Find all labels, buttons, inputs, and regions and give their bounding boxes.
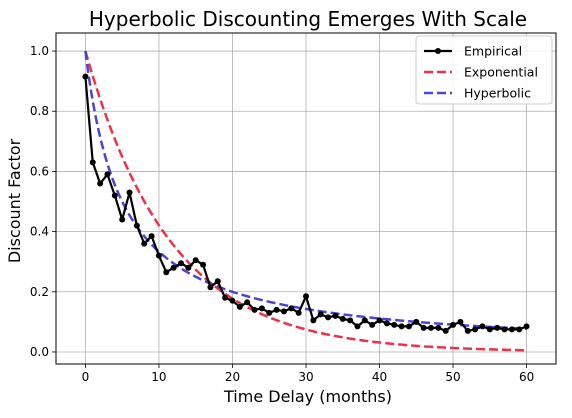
x-tick-label: 20 [225, 370, 240, 384]
empirical-point [192, 257, 199, 264]
legend-label: Exponential [464, 65, 538, 80]
y-tick-label: 0.6 [30, 164, 49, 178]
y-tick-label: 0.8 [30, 104, 49, 118]
empirical-point [295, 309, 302, 316]
empirical-point [486, 326, 493, 333]
empirical-point [111, 192, 118, 199]
empirical-point [82, 73, 89, 80]
x-tick-label: 30 [298, 370, 313, 384]
empirical-point [361, 317, 368, 324]
empirical-point [464, 327, 471, 334]
legend-label: Empirical [464, 44, 522, 59]
legend-item-empirical: Empirical [424, 44, 522, 59]
legend-marker [435, 48, 441, 54]
empirical-point [523, 323, 530, 330]
empirical-point [450, 321, 457, 328]
empirical-point [273, 306, 280, 313]
x-tick-label: 60 [519, 370, 534, 384]
empirical-point [266, 309, 273, 316]
empirical-point [501, 326, 508, 333]
x-axis-label: Time Delay (months) [223, 387, 392, 406]
empirical-point [222, 294, 229, 301]
empirical-point [325, 314, 332, 321]
chart-title: Hyperbolic Discounting Emerges With Scal… [89, 7, 527, 31]
empirical-point [354, 323, 361, 330]
empirical-point [369, 321, 376, 328]
empirical-point [155, 252, 162, 259]
empirical-point [141, 240, 148, 247]
empirical-point [178, 260, 184, 267]
empirical-point [236, 303, 243, 310]
x-tick-label: 40 [372, 370, 387, 384]
tick-layer: 0 10 20 30 40 50 60 0.0 0.2 0.4 0.6 0.8 1.0 [30, 44, 534, 384]
empirical-point [185, 264, 192, 271]
empirical-point [89, 159, 96, 166]
empirical-point [214, 278, 221, 285]
legend-label: Hyperbolic [464, 86, 531, 101]
empirical-point [494, 324, 501, 331]
empirical-point [339, 315, 346, 322]
x-tick-label: 0 [82, 370, 90, 384]
empirical-point [435, 324, 442, 331]
legend: Empirical Exponential Hyperbolic [415, 35, 553, 105]
series-line-exponential [84, 50, 527, 352]
empirical-point [391, 321, 398, 328]
empirical-point [200, 261, 207, 268]
empirical-point [317, 311, 324, 318]
empirical-point [163, 269, 170, 276]
empirical-point [508, 326, 515, 333]
y-axis-label: Discount Factor [5, 138, 24, 263]
empirical-point [472, 326, 479, 333]
x-tick-label: 10 [151, 370, 166, 384]
empirical-point [405, 323, 412, 330]
empirical-point [133, 222, 140, 229]
empirical-point [442, 327, 449, 334]
empirical-point [383, 320, 390, 327]
empirical-point [347, 317, 354, 324]
empirical-point [258, 305, 265, 312]
y-tick-label: 1.0 [30, 44, 49, 58]
empirical-point [170, 264, 177, 271]
empirical-point [97, 180, 104, 187]
empirical-point [119, 216, 126, 223]
empirical-point [398, 323, 405, 330]
empirical-point [207, 284, 214, 291]
empirical-point [303, 293, 309, 300]
legend-box [415, 35, 553, 105]
empirical-point [479, 323, 486, 330]
empirical-point [457, 318, 464, 325]
empirical-point [229, 297, 236, 304]
empirical-point [310, 317, 317, 324]
empirical-point [251, 306, 258, 313]
empirical-point [413, 318, 420, 325]
empirical-point [516, 326, 523, 333]
legend-item-hyperbolic: Hyperbolic [424, 86, 531, 101]
empirical-point [332, 312, 339, 319]
x-tick-label: 50 [445, 370, 460, 384]
empirical-point [104, 171, 111, 178]
y-tick-label: 0.4 [30, 225, 49, 239]
empirical-point [280, 308, 287, 315]
empirical-point [288, 305, 295, 312]
series-layer [82, 50, 530, 352]
empirical-point [126, 189, 133, 196]
y-tick-label: 0.0 [30, 345, 49, 359]
empirical-point [148, 233, 155, 240]
y-tick-label: 0.2 [30, 285, 49, 299]
empirical-point [244, 299, 251, 306]
empirical-point [420, 324, 427, 331]
empirical-point [428, 324, 434, 331]
legend-item-exponential: Exponential [424, 65, 538, 80]
empirical-point [376, 317, 383, 324]
